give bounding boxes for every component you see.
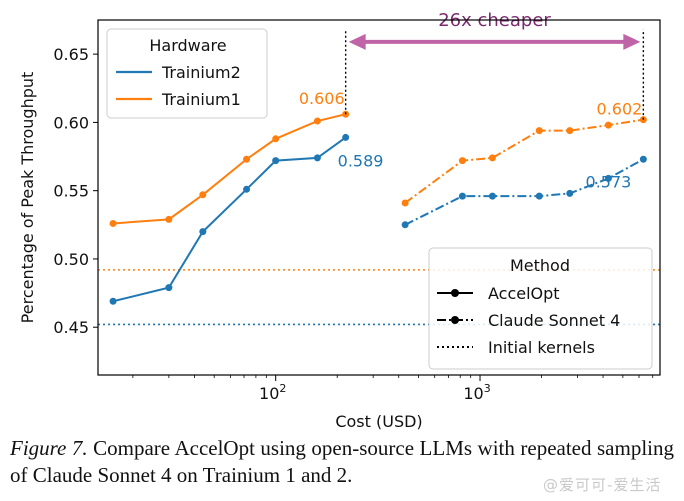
x-axis-label: Cost (USD) <box>335 412 422 431</box>
data-point-trainium2 <box>488 192 496 200</box>
x-tick-label: 102 <box>259 382 286 403</box>
data-point-trainium1 <box>535 127 543 135</box>
savings-arrow-head-right <box>623 33 641 50</box>
legend-hardware: Hardware Trainium2 Trainium1 <box>106 28 268 119</box>
legend-label-dotted: Initial kernels <box>488 338 595 357</box>
series-line-trainium2-dashdot <box>404 158 644 226</box>
y-tick-label: 0.45 <box>53 318 89 337</box>
value-annotation: 0.589 <box>338 151 384 170</box>
caption-text: Compare AccelOpt using open-source LLMs … <box>10 436 674 487</box>
data-point-trainium2 <box>199 228 207 236</box>
x-tick-exponent: 3 <box>484 382 491 395</box>
y-tick-label: 0.65 <box>53 45 89 64</box>
y-tick-label: 0.50 <box>53 250 89 269</box>
data-point-trainium1 <box>604 121 612 129</box>
data-point-trainium1 <box>313 117 321 125</box>
data-point-trainium2 <box>566 189 574 197</box>
legend-hardware-title: Hardware <box>149 36 226 55</box>
data-point-trainium2 <box>401 221 409 229</box>
watermark: @爱可可-爱生活 <box>543 476 662 494</box>
y-axis-label: Percentage of Peak Throughput <box>18 72 37 324</box>
y-tick-label: 0.60 <box>53 113 89 132</box>
plot-frame <box>97 19 661 376</box>
data-point-trainium1 <box>401 199 409 207</box>
data-point-trainium1 <box>109 219 117 227</box>
caption-prefix: Figure 7. <box>10 436 88 460</box>
x-tick-exponent: 2 <box>279 382 286 395</box>
legend-label-trainium1: Trainium1 <box>161 90 241 109</box>
x-tick-label: 103 <box>463 382 490 403</box>
value-annotation: 0.606 <box>299 89 345 108</box>
legend-marker-solid <box>451 289 459 297</box>
data-point-trainium2 <box>604 174 612 182</box>
data-point-trainium2 <box>272 157 280 165</box>
series-line-trainium2-solid <box>112 136 347 303</box>
data-point-trainium1 <box>199 191 207 199</box>
legend-label-trainium2: Trainium2 <box>161 63 241 82</box>
data-point-trainium1 <box>458 157 466 165</box>
figure-caption: Figure 7. Compare AccelOpt using open-so… <box>10 435 674 489</box>
legend-method-box <box>428 247 653 370</box>
legend-label-dashdot: Claude Sonnet 4 <box>488 311 620 330</box>
series-lines <box>109 110 647 305</box>
data-point-trainium2 <box>313 154 321 162</box>
y-tick-label: 0.55 <box>53 182 89 201</box>
data-point-trainium2 <box>639 155 647 163</box>
data-point-trainium2 <box>243 185 251 193</box>
data-point-trainium2 <box>535 192 543 200</box>
data-point-trainium2 <box>342 133 350 141</box>
legend-marker-dashdot <box>451 316 459 324</box>
legend-hardware-box <box>106 28 268 119</box>
data-point-trainium2 <box>165 284 173 292</box>
x-tick-base: 10 <box>463 384 483 403</box>
data-point-trainium1 <box>566 127 574 135</box>
baselines <box>98 269 660 326</box>
data-point-trainium1 <box>243 155 251 163</box>
value-annotation: 0.602 <box>597 100 643 119</box>
data-point-trainium1 <box>272 135 280 143</box>
savings-arrow-head-left <box>348 33 366 50</box>
value-annotation: 0.573 <box>586 172 632 191</box>
legend-label-solid: AccelOpt <box>488 284 560 303</box>
data-point-trainium2 <box>458 192 466 200</box>
x-tick-base: 10 <box>259 384 279 403</box>
data-point-trainium1 <box>165 215 173 223</box>
data-point-trainium1 <box>488 154 496 162</box>
legend-method: Method AccelOpt Claude Sonnet 4 Initial ker… <box>428 247 653 370</box>
data-point-trainium2 <box>109 297 117 305</box>
legend-method-title: Method <box>510 256 570 275</box>
